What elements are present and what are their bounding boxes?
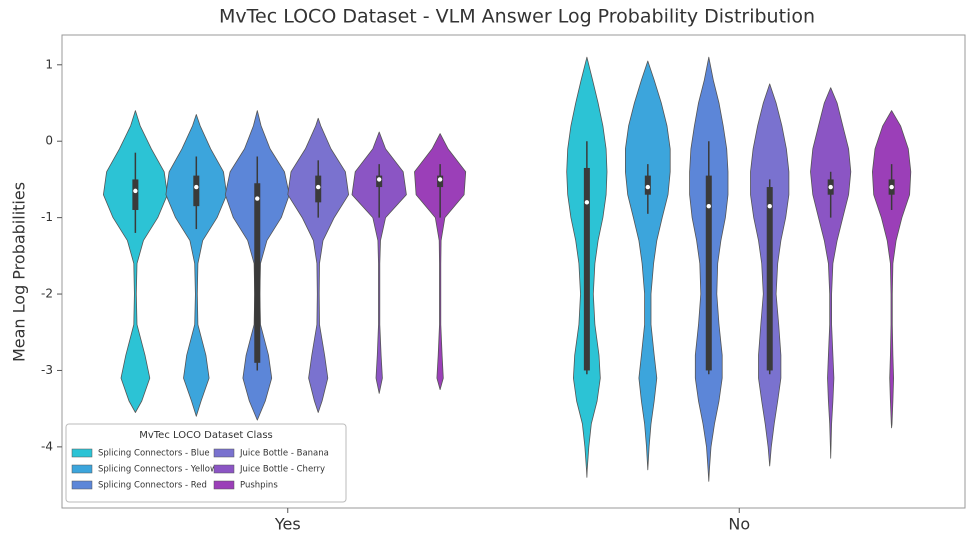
legend-swatch [71,448,93,458]
chart-title: MvTec LOCO Dataset - VLM Answer Log Prob… [219,6,815,28]
legend-label: Splicing Connectors - Yellow [98,465,217,475]
violin-body [810,87,852,459]
legend-label: Splicing Connectors - Blue [98,449,210,459]
median [645,184,651,190]
iqr-box [193,175,200,207]
legend-swatch [71,464,93,474]
violin-body [103,110,168,413]
x-tick-label: No [728,515,750,534]
legend-swatch [213,480,235,490]
legend-label: Juice Bottle - Banana [239,449,329,459]
legend-swatch [213,464,235,474]
legend-swatch [71,480,93,490]
violin-body [287,117,350,413]
iqr-box [705,175,712,371]
median [889,184,894,190]
violin-body [872,110,912,429]
iqr-box [766,187,773,371]
legend-swatch [213,448,235,458]
y-axis-label: Mean Log Probabilities [10,182,29,362]
median [828,184,833,190]
y-tick-label: -4 [41,439,53,453]
median [706,203,711,209]
y-tick-label: 0 [45,134,53,148]
legend: MvTec LOCO Dataset Class Splicing Connect… [65,423,347,503]
x-tick-label: Yes [274,515,301,534]
violin-body [165,114,228,417]
iqr-box [583,167,590,371]
violin-body [625,60,671,471]
median [133,188,138,194]
median [767,203,772,209]
legend-title: MvTec LOCO Dataset Class [139,430,273,441]
y-tick-label: 1 [45,57,53,71]
median [316,184,321,190]
y-tick-label: -2 [41,287,53,301]
violin-body [351,131,407,394]
median [255,196,260,201]
y-tick-label: -3 [41,363,53,377]
median [584,200,590,205]
median [376,177,382,182]
legend-label: Splicing Connectors - Red [98,481,207,491]
legend-label: Juice Bottle - Cherry [239,465,325,475]
median [437,177,443,182]
legend-box [65,423,347,503]
iqr-box [254,183,261,363]
iqr-box [132,179,139,210]
plot-frame [61,34,966,509]
median [194,184,199,190]
violin-body [414,133,467,391]
legend-label: Pushpins [240,481,278,491]
y-tick-label: -1 [41,210,53,224]
